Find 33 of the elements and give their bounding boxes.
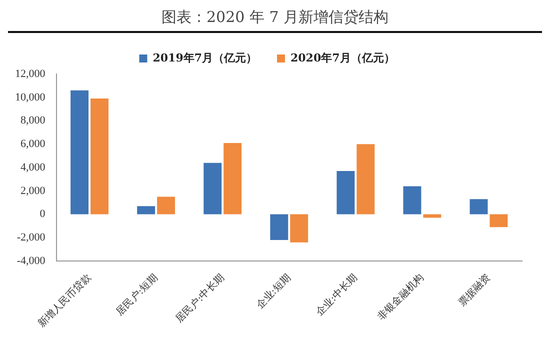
x-tick-label: 企业:中长期	[313, 272, 360, 318]
bar	[290, 214, 308, 242]
bar	[356, 144, 375, 214]
legend-label: 2020年7月（亿元）	[290, 51, 395, 64]
x-tick-label: 居民户:短期	[114, 272, 160, 318]
y-tick-label: 12,000	[15, 68, 46, 80]
bar	[470, 199, 488, 214]
bar	[336, 171, 355, 214]
bar	[423, 214, 442, 218]
chart-title: 图表：2020 年 7 月新增信贷结构	[160, 8, 390, 28]
x-tick-label: 票据融资	[456, 272, 493, 308]
bar	[137, 206, 156, 214]
x-tick-label: 新增人民币贷款	[35, 272, 94, 330]
y-tick-label: 6,000	[20, 138, 46, 150]
x-tick-label: 非银金融机构	[375, 272, 426, 323]
y-tick-label: 2,000	[20, 184, 46, 197]
y-tick-label: -4,000	[16, 254, 46, 267]
bar	[270, 214, 288, 240]
bar	[403, 186, 422, 214]
legend-label: 2019年7月（亿元）	[152, 51, 258, 64]
bar	[157, 196, 176, 214]
x-tick-label: 企业:短期	[254, 272, 294, 311]
y-tick-label: 10,000	[15, 91, 46, 104]
x-tick-label: 居民户:中长期	[173, 272, 227, 326]
bar	[90, 98, 108, 214]
y-tick-label: 8,000	[20, 114, 46, 127]
bar	[224, 142, 242, 214]
bar	[490, 214, 508, 228]
y-tick-label: -2,000	[16, 232, 46, 244]
y-tick-label: 4,000	[20, 161, 46, 174]
y-tick-label: 0	[40, 208, 46, 220]
bar	[70, 90, 89, 214]
bar	[204, 162, 222, 214]
